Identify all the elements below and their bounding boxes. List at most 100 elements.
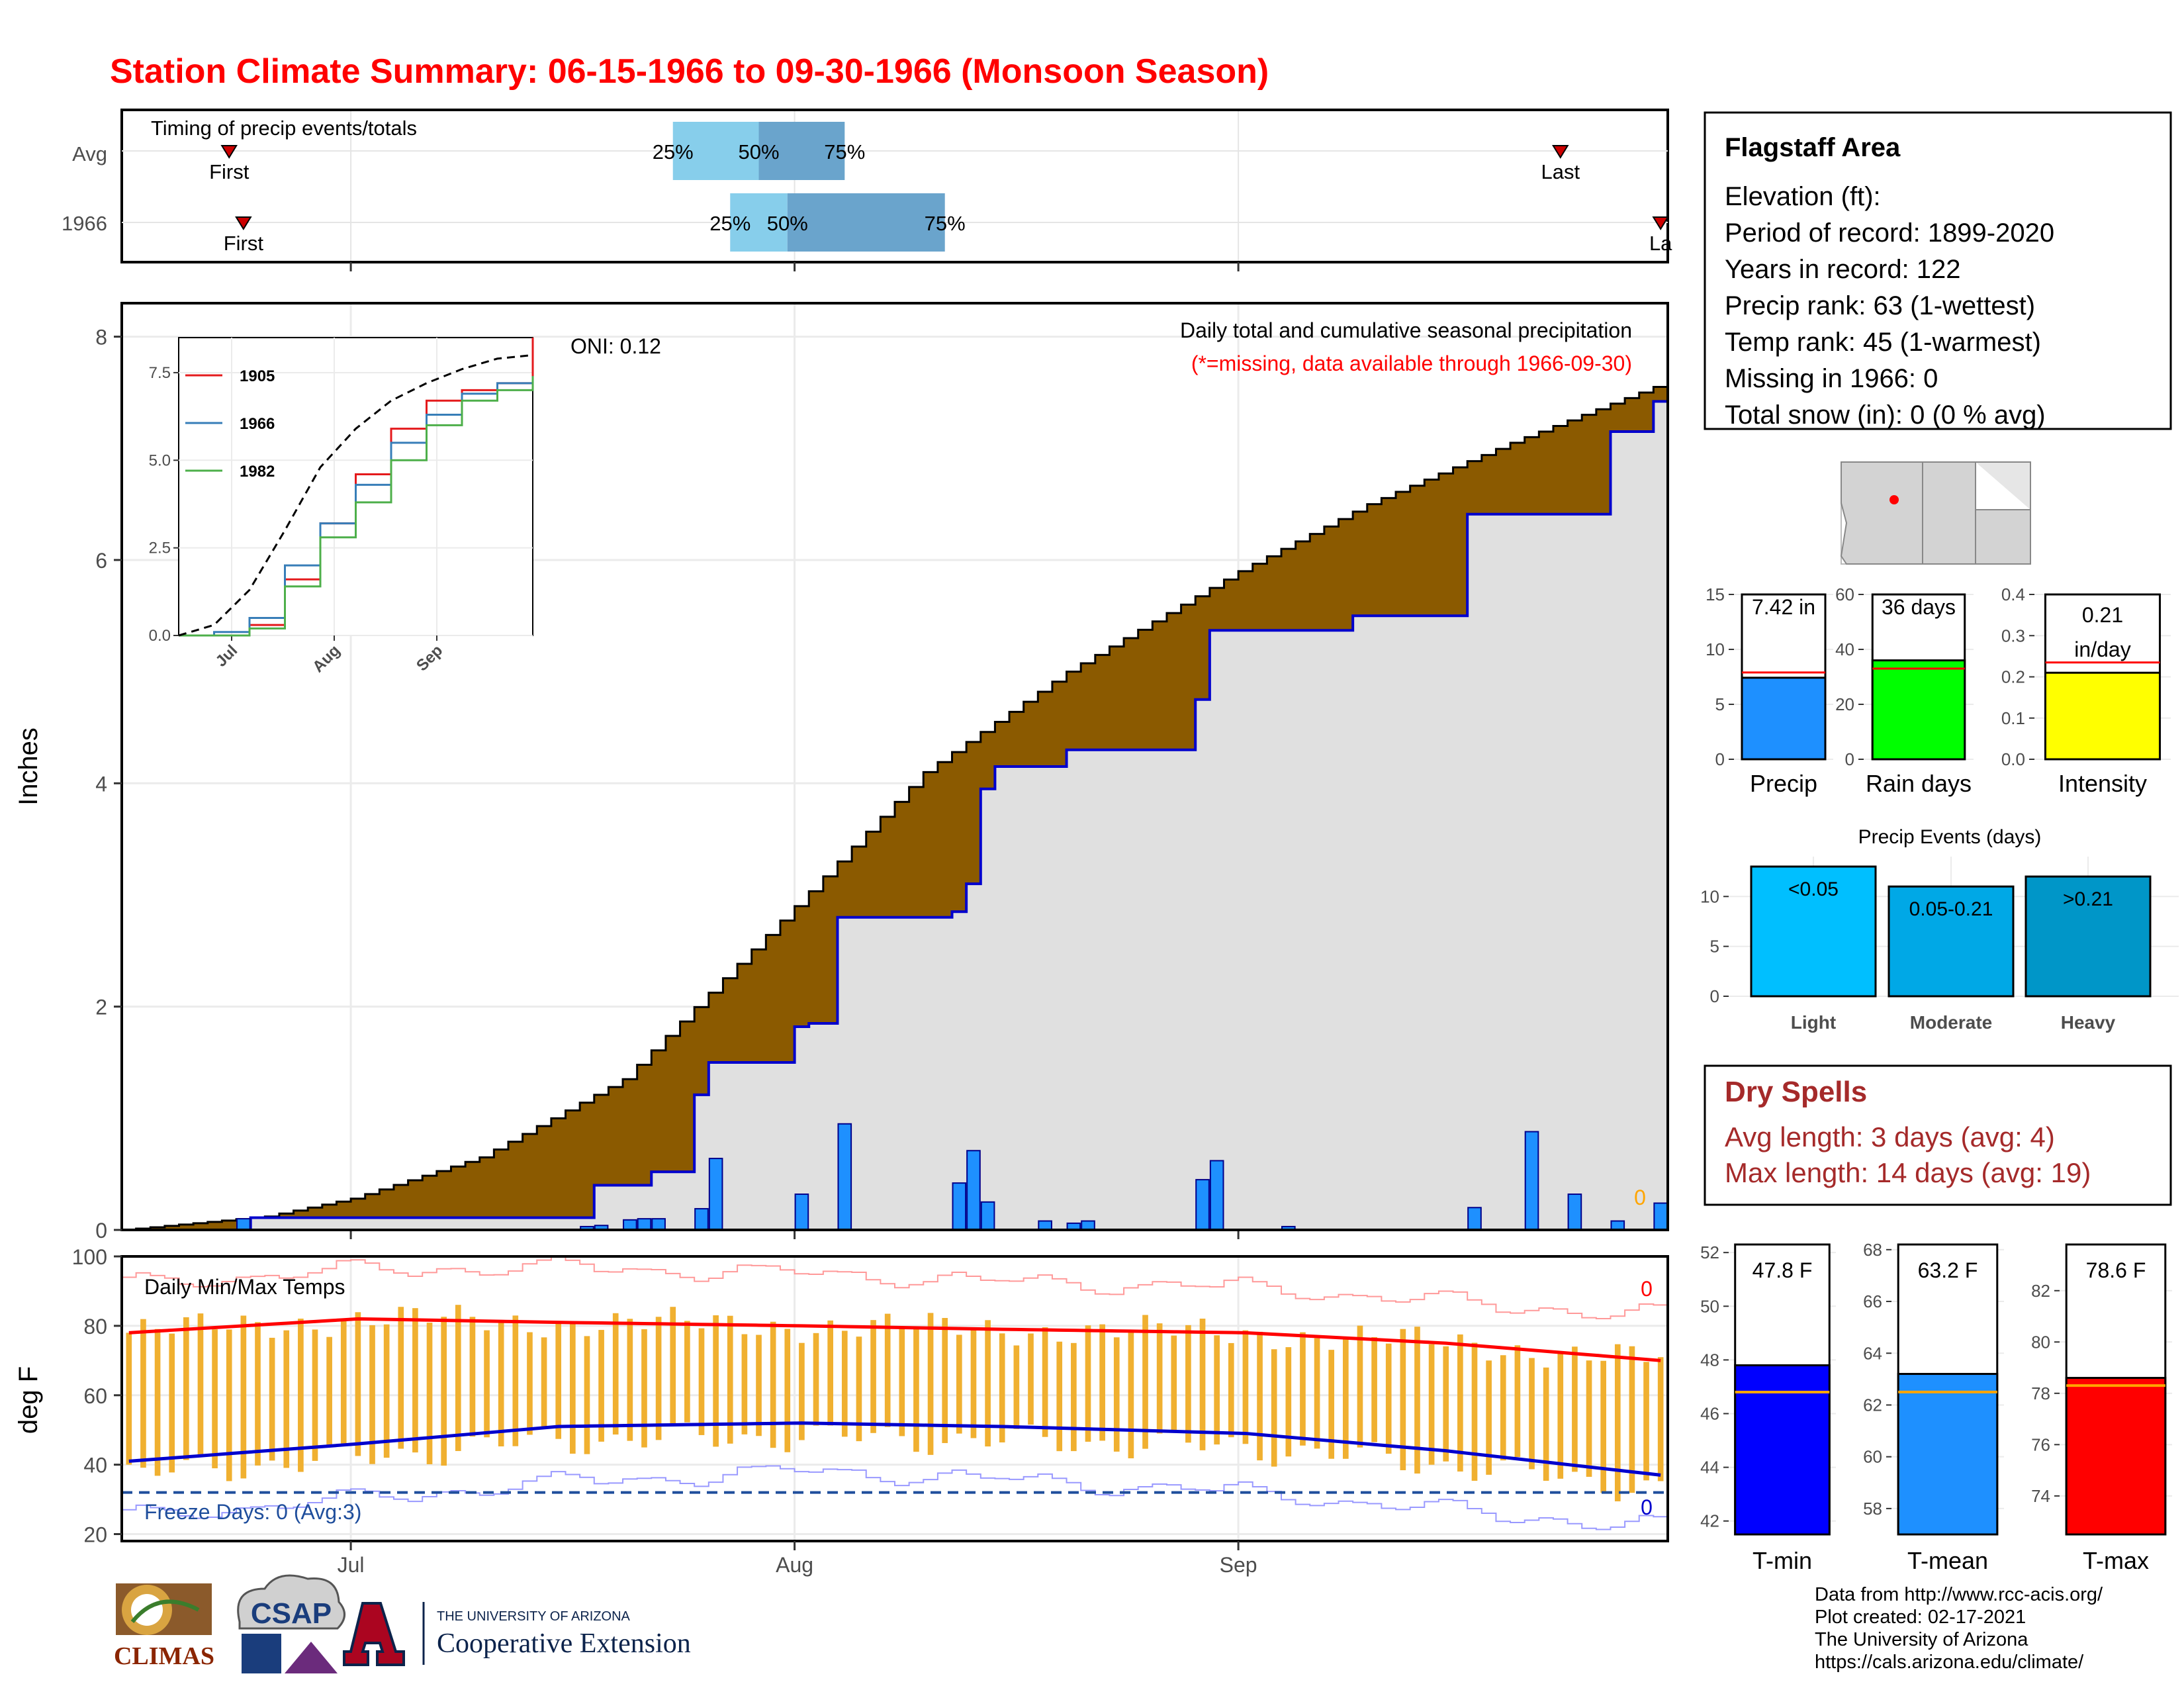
daily-temp-bar xyxy=(183,1317,189,1460)
temp-y-tick-label: 60 xyxy=(83,1384,107,1408)
daily-temp-bar xyxy=(727,1315,733,1444)
temp-summary-value-label: 78.6 F xyxy=(2086,1258,2146,1282)
daily-temp-bar xyxy=(484,1330,490,1438)
daily-temp-bar xyxy=(884,1313,891,1427)
daily-temp-bar xyxy=(383,1324,390,1458)
daily-temp-bar xyxy=(1128,1330,1134,1459)
daily-temp-bar xyxy=(255,1322,261,1466)
daily-temp-bar xyxy=(527,1332,533,1435)
footer-credits: Data from http://www.rcc-acis.org/Plot c… xyxy=(1815,1584,2103,1673)
summary-y-tick-label: 40 xyxy=(1835,639,1854,659)
events-bar-label: >0.21 xyxy=(2063,888,2113,910)
inset-line-1905 xyxy=(179,338,534,637)
precip-events-title: Precip Events (days) xyxy=(1858,826,2042,848)
daily-temp-bar xyxy=(1171,1335,1177,1432)
daily-temp-bar xyxy=(426,1323,433,1465)
daily-temp-bar xyxy=(870,1320,876,1433)
daily-temp-bar xyxy=(1028,1333,1034,1425)
temp-summary-value-label: 63.2 F xyxy=(1918,1258,1978,1282)
daily-temp-bar xyxy=(1543,1367,1549,1481)
daily-precip-bar xyxy=(694,1207,709,1231)
daily-temp-bar xyxy=(1071,1342,1077,1452)
station-info-line: Elevation (ft): xyxy=(1725,182,1881,211)
temp-y-axis: 20 40 60 80 100 xyxy=(72,1245,122,1547)
daily-precip-bar xyxy=(651,1218,666,1231)
climas-logo: CLIMAS xyxy=(114,1583,214,1670)
daily-temp-bar xyxy=(441,1317,447,1466)
daily-temp-bar xyxy=(269,1337,275,1461)
daily-temp-bar xyxy=(1600,1360,1606,1493)
daily-temp-bar xyxy=(598,1330,604,1442)
summary-y-tick-label: 0.3 xyxy=(2001,626,2025,645)
daily-temp-bar xyxy=(298,1319,304,1472)
daily-precip-bar xyxy=(1209,1160,1224,1231)
daily-temp-bar xyxy=(169,1333,175,1473)
daily-precip-bar xyxy=(952,1182,967,1231)
inset-legend-label: 1966 xyxy=(240,415,275,433)
summary-value-unit: in/day xyxy=(2074,637,2130,661)
temp-summary-bars: 42 44 46 48 50 52 47.8 F T-min 58 60 62 64 66 68 63.2 … xyxy=(1700,1240,2172,1574)
precip-panel: 0 2 4 6 8 Inches ONI: 0.12 Daily total and c… xyxy=(14,302,1669,1243)
daily-temp-bar xyxy=(999,1333,1005,1443)
station-info-line: Years in record: 122 xyxy=(1725,255,1961,284)
station-info-line: Missing in 1966: 0 xyxy=(1725,364,1938,393)
summary-value-label: 7.42 in xyxy=(1752,595,1815,619)
station-info-box: Flagstaff Area Elevation (ft): Period of … xyxy=(1704,111,2172,430)
daily-temp-bar xyxy=(627,1319,633,1441)
summary-bar xyxy=(2044,671,2161,761)
temp-summary-label: T-max xyxy=(2083,1547,2149,1574)
daily-temp-bar xyxy=(741,1334,748,1434)
daily-temp-bar xyxy=(369,1325,375,1464)
temp-summary-bar xyxy=(1897,1373,1999,1536)
timing-q75-label: 75% xyxy=(925,212,966,235)
precip-events-chart: Precip Events (days) 0 5 10 <0.05 Light 0.05-… xyxy=(1700,826,2179,1033)
daily-temp-bar xyxy=(1185,1325,1191,1443)
events-y-tick-label: 0 xyxy=(1710,986,1719,1006)
coop-extension-small: THE UNIVERSITY OF ARIZONA xyxy=(437,1609,631,1624)
timing-last-marker xyxy=(1652,216,1669,230)
station-info-lines: Elevation (ft): Period of record: 1899-20… xyxy=(1725,182,2054,430)
daily-temp-bar xyxy=(1586,1360,1592,1477)
temp-summary-t-mean: 58 60 62 64 66 68 63.2 F T-mean xyxy=(1863,1240,2004,1574)
daily-temp-bar xyxy=(1471,1342,1478,1481)
daily-temp-bar xyxy=(612,1313,619,1435)
precip-events-bars: 0 5 10 <0.05 Light 0.05-0.21 Moderate >0.21 Heav… xyxy=(1700,857,2179,1033)
dry-spells-box: Dry Spells Avg length: 3 days (avg: 4) M… xyxy=(1704,1064,2172,1206)
events-bar-label: <0.05 xyxy=(1788,878,1839,900)
summary-y-tick-label: 60 xyxy=(1835,585,1854,604)
daily-precip-bar xyxy=(236,1218,251,1231)
daily-precip-bar xyxy=(1567,1194,1582,1231)
daily-temp-bar xyxy=(841,1331,848,1437)
daily-precip-bar xyxy=(1081,1220,1095,1231)
summary-bar xyxy=(1871,659,1966,761)
summary-y-tick-label: 0.2 xyxy=(2001,667,2025,687)
min-record-count: 0 xyxy=(1641,1495,1653,1519)
daily-precip-bar xyxy=(980,1201,995,1231)
daily-temp-bar xyxy=(355,1312,361,1456)
daily-precip-bar xyxy=(794,1194,809,1231)
timing-first-label: First xyxy=(209,160,250,183)
events-bar-label: 0.05-0.21 xyxy=(1909,898,1993,920)
events-bar xyxy=(1750,865,1877,998)
daily-precip-bar xyxy=(966,1150,981,1231)
daily-temp-bar xyxy=(1557,1353,1564,1479)
summary-y-tick-label: 20 xyxy=(1835,694,1854,714)
station-location-marker xyxy=(1889,495,1899,504)
daily-temp-bar xyxy=(956,1335,962,1434)
temp-summary-value-label: 47.8 F xyxy=(1752,1258,1813,1282)
footer-credit-line: The University of Arizona xyxy=(1815,1629,2028,1650)
daily-temp-bar xyxy=(1214,1335,1220,1445)
summary-y-tick-label: 5 xyxy=(1715,694,1725,714)
daily-temp-bar xyxy=(942,1318,948,1443)
daily-temp-bar xyxy=(340,1321,347,1444)
daily-temp-bar xyxy=(827,1320,833,1426)
events-bar xyxy=(1888,885,2015,998)
precip-series xyxy=(122,386,1669,1231)
daily-temp-bar xyxy=(498,1320,504,1447)
daily-temp-bar xyxy=(1242,1330,1249,1444)
events-bar xyxy=(2025,875,2152,998)
daily-temp-bar xyxy=(1142,1315,1148,1449)
summary-y-tick-label: 0.0 xyxy=(2001,749,2025,769)
oni-label: ONI: 0.12 xyxy=(570,334,661,358)
summary-y-tick-label: 10 xyxy=(1706,639,1725,659)
